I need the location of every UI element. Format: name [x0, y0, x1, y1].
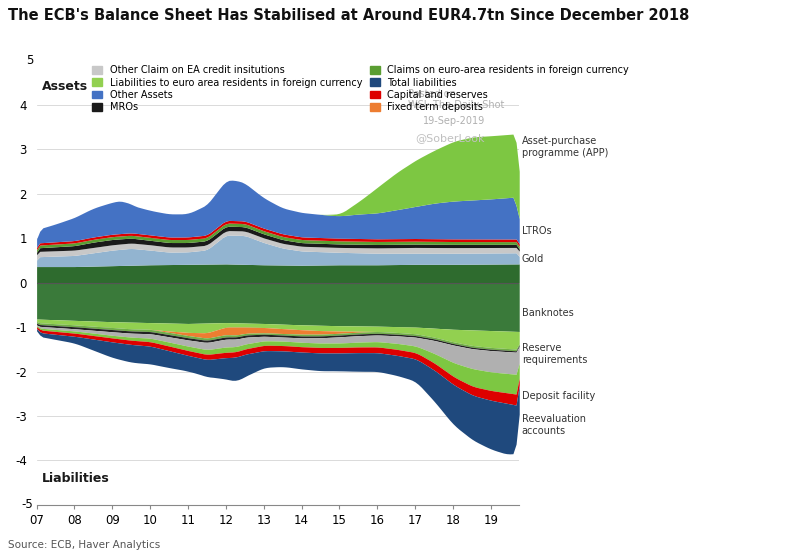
Text: @SoberLook: @SoberLook [415, 134, 485, 144]
Text: -5: -5 [22, 498, 34, 512]
Text: Reevaluation
accounts: Reevaluation accounts [522, 414, 586, 436]
Text: The ECB's Balance Sheet Has Stabilised at Around EUR4.7tn Since December 2018: The ECB's Balance Sheet Has Stabilised a… [8, 8, 690, 23]
Text: 5: 5 [26, 54, 34, 67]
Text: Reserve
requirements: Reserve requirements [522, 342, 587, 365]
Text: LTROs: LTROs [522, 226, 551, 237]
Text: Liabilities: Liabilities [42, 472, 110, 485]
Text: Asset-purchase
programme (APP): Asset-purchase programme (APP) [522, 135, 608, 158]
Text: Source: ECB, Haver Analytics: Source: ECB, Haver Analytics [8, 540, 160, 550]
Text: Deposit facility: Deposit facility [522, 391, 595, 401]
Text: Gold: Gold [522, 254, 544, 264]
Text: Banknotes: Banknotes [522, 308, 574, 318]
Text: Posted on: Posted on [407, 89, 455, 99]
Text: Assets: Assets [42, 80, 89, 93]
Legend: Other Claim on EA credit insitutions, Liabilities to euro area residents in fore: Other Claim on EA credit insitutions, Li… [92, 65, 629, 112]
Text: 19-Sep-2019: 19-Sep-2019 [422, 116, 485, 126]
Text: WSJ: The Daily Shot: WSJ: The Daily Shot [407, 100, 504, 110]
